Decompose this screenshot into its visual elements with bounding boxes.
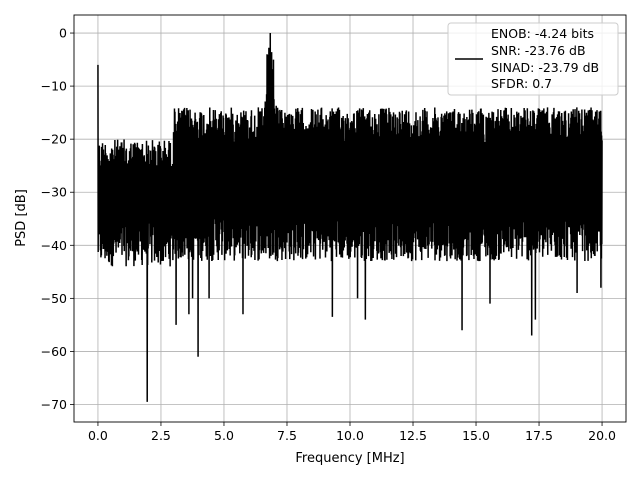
y-tick-label: −10 xyxy=(41,79,67,94)
legend-sinad: SINAD: -23.79 dB xyxy=(491,60,599,75)
legend: ENOB: -4.24 bits SNR: -23.76 dB SINAD: -… xyxy=(447,22,619,96)
y-tick-label: −50 xyxy=(41,291,67,306)
legend-enob: ENOB: -4.24 bits xyxy=(491,26,594,41)
x-tick-label: 20.0 xyxy=(588,428,616,443)
y-tick-label: −40 xyxy=(41,238,67,253)
x-tick-label: 2.5 xyxy=(151,428,171,443)
x-axis-label: Frequency [MHz] xyxy=(295,451,404,466)
y-tick-label: −30 xyxy=(41,185,67,200)
y-tick-label: −70 xyxy=(41,397,67,412)
y-axis-ticks: 0 −10 −20 −30 −40 −50 −60 −70 xyxy=(41,26,74,412)
legend-sfdr: SFDR: 0.7 xyxy=(491,76,552,91)
x-tick-label: 5.0 xyxy=(214,428,234,443)
x-axis-ticks: 0.0 2.5 5.0 7.5 10.0 12.5 15.0 17.5 20.0 xyxy=(88,422,616,443)
legend-snr: SNR: -23.76 dB xyxy=(491,43,586,58)
y-tick-label: −20 xyxy=(41,132,67,147)
y-tick-label: −60 xyxy=(41,344,67,359)
psd-series-line xyxy=(97,33,603,402)
x-tick-label: 17.5 xyxy=(525,428,553,443)
legend-box xyxy=(447,22,619,96)
x-tick-label: 12.5 xyxy=(399,428,427,443)
x-tick-label: 7.5 xyxy=(277,428,297,443)
x-tick-label: 10.0 xyxy=(336,428,364,443)
x-tick-label: 15.0 xyxy=(462,428,490,443)
x-tick-label: 0.0 xyxy=(88,428,108,443)
y-tick-label: 0 xyxy=(59,26,67,41)
y-axis-label: PSD [dB] xyxy=(14,189,29,247)
